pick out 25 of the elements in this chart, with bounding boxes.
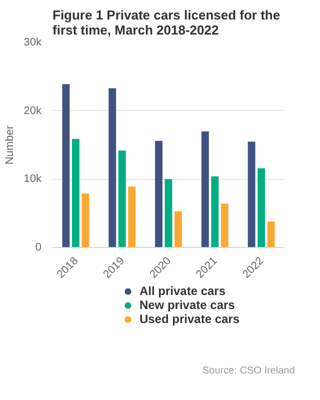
bar xyxy=(248,142,256,248)
bar xyxy=(258,168,266,248)
y-tick-label: 30k xyxy=(24,36,42,48)
bar xyxy=(267,222,275,248)
bar xyxy=(72,138,80,248)
source-note: Source: CSO Ireland xyxy=(202,366,295,376)
y-axis-title: Number xyxy=(4,125,16,165)
legend-label: Used private cars xyxy=(139,312,240,326)
bar xyxy=(62,84,70,248)
bar xyxy=(201,131,209,248)
legend-label: New private cars xyxy=(139,298,235,312)
bar xyxy=(118,150,126,248)
chart-title: Figure 1 Private cars licensed for the first time, March 2018-2022 xyxy=(52,8,280,38)
bar xyxy=(164,179,172,248)
bar xyxy=(220,204,228,248)
y-tick-label: 10k xyxy=(24,173,42,186)
legend-label: All private cars xyxy=(139,284,226,298)
bar xyxy=(108,88,116,248)
bar xyxy=(211,176,219,248)
bar xyxy=(155,140,162,248)
bar xyxy=(128,186,136,248)
y-tick-label: 0 xyxy=(35,242,42,254)
bar xyxy=(174,211,182,248)
bar xyxy=(82,194,90,248)
y-tick-label: 20k xyxy=(24,104,42,117)
